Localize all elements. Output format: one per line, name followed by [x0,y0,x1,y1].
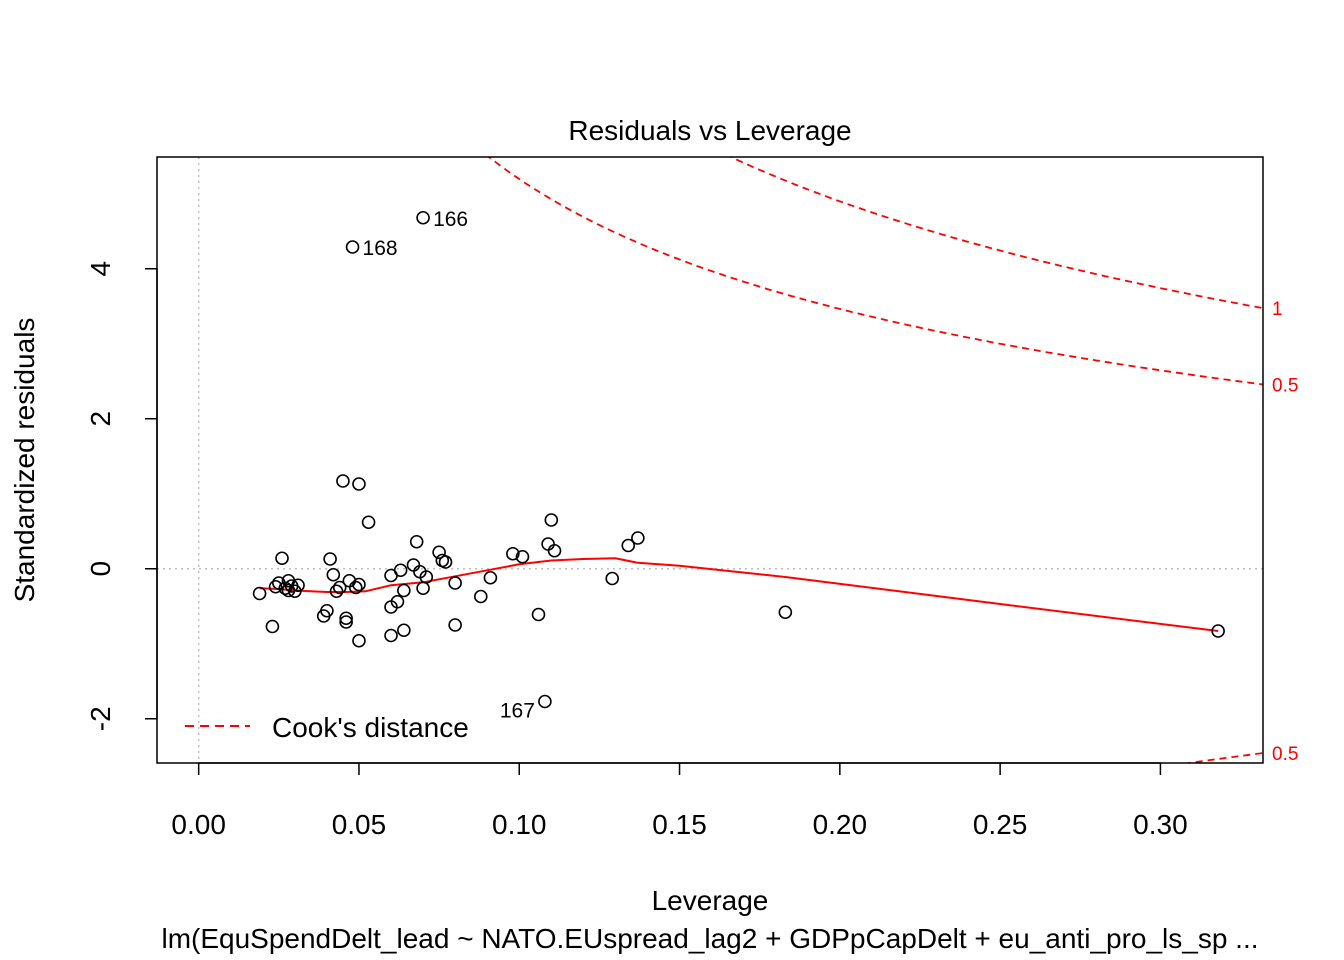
legend-label: Cook's distance [272,712,469,743]
x-tick-label: 0.05 [332,809,387,840]
data-point [275,551,289,566]
data-point [390,594,405,609]
cooks-contour-1-upper [728,157,1263,310]
data-point [352,633,366,648]
data-point [278,581,293,596]
data-point [348,580,363,595]
x-tick-label: 0.15 [652,809,707,840]
cooks-contour-labels: 1 0.5 0.5 [1272,299,1298,765]
data-point [352,577,366,592]
data-point [329,584,344,599]
model-formula-subtitle: lm(EquSpendDelt_lead ~ NATO.EUspread_lag… [161,923,1258,954]
data-point [631,531,645,545]
smoother-line [259,557,1219,632]
data-point [538,694,552,709]
data-point [352,477,366,491]
data-point [531,607,546,622]
data-point [345,240,360,254]
data-point [506,546,520,561]
y-tick-label: -2 [85,706,116,731]
data-point [541,537,555,551]
y-tick-label: 0 [85,561,116,577]
data-point [448,618,462,632]
data-point [397,583,411,598]
cooks-contour-label: 0.5 [1272,375,1298,396]
point-label: 166 [433,208,468,231]
data-point [339,615,353,629]
data-point [432,545,446,560]
data-point [320,603,334,618]
data-point [326,567,341,582]
y-tick-label: 4 [85,261,116,277]
x-tick-label: 0.20 [813,809,868,840]
data-point [473,589,488,604]
cooks-contour-label: 0.5 [1272,744,1298,765]
y-axis: -2 0 2 4 [85,261,158,731]
smoother-line-group [259,557,1219,632]
legend: Cook's distance [185,712,469,743]
plot-border [156,156,1264,764]
data-point [361,515,376,530]
cooks-contour-label: 1 [1272,299,1283,320]
data-point [384,628,398,643]
data-points [252,210,1225,709]
data-point [268,579,283,594]
data-point [332,580,347,595]
data-point [438,555,453,569]
data-point [265,619,280,634]
x-axis: 0.00 0.05 0.10 0.15 0.20 0.25 0.30 [171,762,1188,840]
data-point [323,552,337,566]
data-point [544,513,559,527]
cooks-contour-0.5-upper [487,157,1263,386]
data-point [1211,624,1225,638]
data-point [621,538,636,553]
point-label: 168 [363,237,398,260]
data-point [393,563,408,578]
data-point [483,570,498,585]
data-point [397,623,411,638]
data-point [419,570,434,584]
data-point [406,558,421,572]
data-point [605,571,620,586]
x-tick-label: 0.10 [492,809,547,840]
y-tick-label: 2 [85,411,116,427]
y-axis-label: Standardized residuals [9,318,40,603]
reference-lines [157,157,1263,763]
chart-title: Residuals vs Leverage [568,115,851,146]
data-point [409,534,424,549]
data-point [291,578,305,593]
data-point [336,474,350,488]
cooks-distance-contours [487,157,1263,763]
x-tick-label: 0.25 [973,809,1028,840]
x-tick-label: 0.30 [1133,809,1188,840]
data-point [515,549,530,564]
point-labels: 166 168 167 [363,208,535,723]
data-point [416,210,430,225]
data-point [252,586,267,601]
data-point [339,611,353,626]
data-point [416,581,430,596]
data-point [448,576,462,590]
x-axis-label: Leverage [652,885,769,916]
data-point [547,543,562,558]
point-label: 167 [500,700,535,723]
x-tick-label: 0.00 [171,809,226,840]
data-point [778,605,793,620]
